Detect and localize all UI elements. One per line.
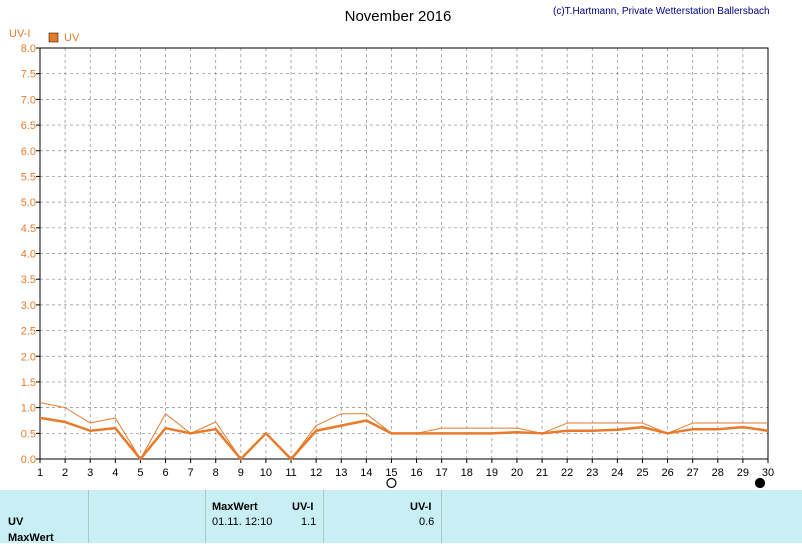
chart-title: November 2016 (345, 8, 452, 25)
moon-markers (387, 479, 765, 488)
y-tick-label: 5.5 (21, 171, 36, 183)
x-tick-label: 9 (238, 467, 244, 479)
legend-label: UV (64, 32, 80, 44)
max-datetime: 01.11. 12:10 (212, 516, 272, 528)
summary-label-cell: UV MaxWert (0, 490, 89, 543)
y-tick-label: 0.0 (21, 454, 36, 466)
x-tick-label: 3 (87, 467, 93, 479)
series-lines (40, 402, 768, 459)
x-tick-label: 21 (536, 467, 548, 479)
x-tick-label: 23 (586, 467, 598, 479)
copyright-text: (c)T.Hartmann, Private Wetterstation Bal… (553, 6, 770, 17)
y-tick-labels: 0.0 0.5 1.0 1.5 2.0 2.5 3.0 3.5 4.0 4.5 5.0 5.5 6.0 6… (21, 43, 40, 466)
x-tick-label: 13 (335, 467, 347, 479)
uv-mean-line (40, 418, 768, 459)
full-moon-icon (387, 479, 396, 488)
legend-swatch (49, 33, 58, 42)
y-tick-label: 0.5 (21, 428, 36, 440)
x-tick-label: 29 (737, 467, 749, 479)
y-tick-label: 4.5 (21, 223, 36, 235)
x-tick-label: 2 (62, 467, 68, 479)
x-tick-label: 6 (162, 467, 168, 479)
y-tick-label: 1.0 (21, 403, 36, 415)
y-tick-label: 2.5 (21, 326, 36, 338)
x-tick-label: 12 (310, 467, 322, 479)
summary-avg-cell: UV-I 0.6 (324, 490, 442, 543)
new-moon-icon (756, 479, 765, 488)
grid-lines (40, 48, 768, 459)
avg-unit: UV-I (410, 501, 431, 513)
x-tick-label: 1 (37, 467, 43, 479)
x-tick-label: 7 (188, 467, 194, 479)
summary-empty-cell (89, 490, 206, 543)
max-header: MaxWert (212, 501, 258, 513)
x-tick-label: 22 (561, 467, 573, 479)
x-tick-label: 15 (385, 467, 397, 479)
x-tick-label: 10 (260, 467, 272, 479)
y-tick-label: 4.0 (21, 249, 36, 261)
y-tick-label: 7.5 (21, 69, 36, 81)
x-tick-label: 28 (712, 467, 724, 479)
x-tick-label: 18 (461, 467, 473, 479)
x-tick-label: 8 (213, 467, 219, 479)
x-tick-label: 14 (360, 467, 372, 479)
y-tick-label: 3.5 (21, 274, 36, 286)
y-axis-unit: UV-I (9, 28, 30, 40)
y-tick-label: 3.0 (21, 300, 36, 312)
y-tick-label: 8.0 (21, 43, 36, 55)
y-tick-label: 1.5 (21, 377, 36, 389)
max-unit: UV-I (292, 501, 313, 513)
max-value: 1.1 (301, 516, 316, 528)
y-tick-label: 6.5 (21, 120, 36, 132)
x-tick-label: 30 (762, 467, 774, 479)
x-tick-label: 5 (137, 467, 143, 479)
y-tick-label: 7.0 (21, 94, 36, 106)
summary-max-cell: MaxWert UV-I 01.11. 12:10 1.1 (206, 490, 324, 543)
summary-table: UV MaxWert MaxWert UV-I 01.11. 12:10 1.1… (0, 490, 802, 543)
x-tick-label: 11 (285, 467, 296, 479)
x-tick-label: 19 (486, 467, 498, 479)
x-tick-label: 26 (661, 467, 673, 479)
uv-chart: November 2016 (c)T.Hartmann, Private Wet… (0, 0, 802, 490)
x-tick-label: 17 (436, 467, 448, 479)
x-tick-label: 16 (410, 467, 422, 479)
x-tick-label: 4 (112, 467, 118, 479)
x-tick-label: 20 (511, 467, 523, 479)
y-tick-label: 6.0 (21, 146, 36, 158)
x-tick-label: 25 (636, 467, 648, 479)
avg-value: 0.6 (419, 516, 434, 528)
summary-max-label: MaxWert (8, 532, 54, 544)
y-tick-label: 5.0 (21, 197, 36, 209)
x-tick-label: 27 (687, 467, 699, 479)
y-tick-label: 2.0 (21, 351, 36, 363)
x-tick-label: 24 (611, 467, 623, 479)
summary-row-label: UV (8, 516, 23, 528)
